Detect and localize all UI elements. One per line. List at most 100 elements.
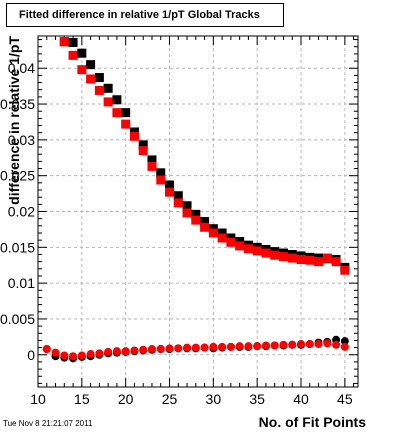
x-tick-label: 45 — [337, 391, 353, 407]
data-point-square — [103, 97, 113, 107]
data-point-circle — [270, 341, 279, 350]
data-point-square — [182, 201, 192, 211]
data-point-circle — [218, 342, 227, 351]
data-point-square — [173, 198, 183, 208]
data-point-square — [217, 233, 227, 243]
data-point-square — [235, 241, 245, 251]
x-tick-label: 25 — [162, 391, 178, 407]
data-point-square — [112, 108, 122, 118]
data-point-square — [270, 250, 280, 260]
data-point-square — [217, 228, 227, 238]
data-point-square — [147, 155, 157, 165]
data-point-circle — [121, 347, 130, 356]
data-point-circle — [332, 340, 341, 349]
data-point-circle — [253, 342, 262, 351]
data-point-circle — [209, 342, 218, 351]
data-point-square — [305, 255, 315, 265]
grid-lines — [37, 36, 358, 387]
data-point-circle — [191, 343, 200, 352]
data-point-square — [322, 253, 332, 263]
data-point-square — [252, 246, 262, 256]
data-point-square — [191, 209, 201, 219]
x-tick-label: 40 — [293, 391, 309, 407]
chart-title-box: Fitted difference in relative 1/pT Globa… — [6, 3, 284, 27]
data-point-square — [243, 244, 253, 254]
y-tick-label: 0.025 — [0, 168, 35, 184]
data-point-square — [208, 228, 218, 238]
data-point-circle — [314, 340, 323, 349]
data-point-square — [121, 119, 131, 129]
data-point-square — [94, 73, 104, 83]
data-point-square — [173, 191, 183, 201]
data-point-square — [156, 168, 166, 178]
data-point-circle — [279, 340, 288, 349]
data-point-circle — [130, 346, 139, 355]
data-point-circle — [77, 351, 86, 360]
data-point-circle — [112, 347, 121, 356]
axis-labels: 10 15 20 25 30 35 40 45 0 0.005 0.01 0.015 0.02 0.025… — [0, 36, 366, 430]
data-point-circle — [86, 350, 95, 359]
data-point-square — [340, 265, 350, 275]
data-point-square — [296, 254, 306, 264]
data-point-square — [68, 50, 78, 60]
data-point-square — [200, 222, 210, 232]
data-point-square — [138, 146, 148, 156]
data-point-circle — [95, 349, 104, 358]
data-point-circle — [42, 345, 51, 354]
data-point-square — [191, 215, 201, 225]
axes — [37, 35, 359, 388]
data-point-square — [331, 257, 341, 267]
y-tick-label: 0.005 — [0, 311, 35, 327]
data-point-square — [165, 187, 175, 197]
data-point-square — [200, 217, 210, 227]
y-tick-label: 0.01 — [8, 275, 35, 291]
data-point-square — [77, 65, 87, 75]
data-point-square — [86, 60, 96, 70]
x-tick-label: 35 — [249, 391, 265, 407]
x-tick-label: 10 — [30, 391, 46, 407]
x-axis-label: No. of Fit Points — [259, 414, 367, 430]
data-point-circle — [156, 345, 165, 354]
data-point-square — [59, 37, 69, 47]
data-point-circle — [200, 343, 209, 352]
y-axis-label: difference in relative 1/pT — [6, 36, 22, 205]
y-tick-label: 0.04 — [8, 60, 35, 76]
data-point-circle — [104, 347, 113, 356]
data-point-circle — [235, 342, 244, 351]
data-point-square — [112, 95, 122, 105]
data-point-square — [226, 237, 236, 247]
x-tick-label: 15 — [74, 391, 90, 407]
timestamp: Tue Nov 8 21:21:07 2011 — [3, 419, 93, 428]
data-point-square — [147, 161, 157, 171]
data-point-circle — [139, 345, 148, 354]
data-point-circle — [288, 340, 297, 349]
data-point-square — [314, 257, 324, 267]
data-point-square — [287, 253, 297, 263]
data-point-circle — [147, 345, 156, 354]
data-point-circle — [60, 351, 69, 360]
data-point-square — [77, 48, 87, 58]
data-point-circle — [226, 342, 235, 351]
data-point-square — [86, 74, 96, 84]
data-point-circle — [305, 340, 314, 349]
data-point-circle — [165, 344, 174, 353]
data-point-square — [156, 175, 166, 185]
y-tick-label: 0.02 — [8, 204, 35, 220]
data-markers — [42, 37, 350, 363]
chart-title: Fitted difference in relative 1/pT Globa… — [19, 9, 260, 21]
y-tick-label: 0.03 — [8, 132, 35, 148]
x-tick-label: 30 — [206, 391, 222, 407]
data-point-square — [138, 140, 148, 150]
data-point-circle — [297, 340, 306, 349]
data-point-circle — [69, 352, 78, 361]
data-point-square — [129, 131, 139, 141]
y-tick-label: 0.035 — [0, 96, 35, 112]
data-point-square — [121, 108, 131, 118]
data-point-circle — [244, 342, 253, 351]
data-point-circle — [323, 339, 332, 348]
y-tick-label: 0 — [27, 347, 35, 363]
data-point-square — [103, 83, 113, 93]
data-point-circle — [340, 337, 349, 346]
data-point-square — [261, 248, 271, 258]
